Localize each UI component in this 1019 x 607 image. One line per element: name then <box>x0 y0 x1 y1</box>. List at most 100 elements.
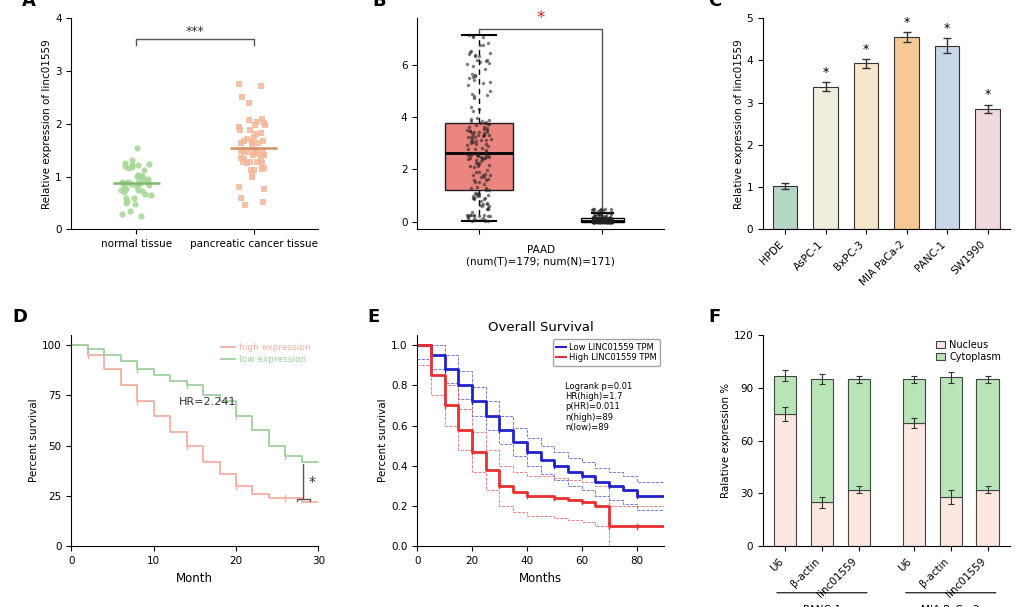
Point <box>466 51 482 61</box>
Point <box>123 162 140 172</box>
Point <box>602 209 619 219</box>
Point <box>243 126 259 135</box>
Point <box>588 209 604 219</box>
Point <box>597 217 613 226</box>
Point <box>464 134 480 144</box>
Point <box>136 174 152 184</box>
Point <box>591 206 607 215</box>
Point <box>594 217 610 226</box>
Point <box>466 132 482 142</box>
Point <box>466 127 482 137</box>
Point <box>589 217 605 226</box>
Text: D: D <box>12 308 28 327</box>
Point <box>593 214 609 223</box>
Point <box>482 78 498 87</box>
Point <box>585 214 601 223</box>
Point <box>480 58 496 68</box>
Point <box>465 194 481 203</box>
Point <box>141 180 157 189</box>
Point <box>470 148 486 157</box>
Point <box>478 175 494 185</box>
Point <box>598 217 614 226</box>
Point <box>236 145 253 155</box>
Point <box>597 213 613 223</box>
Point <box>464 72 480 81</box>
Point <box>600 215 616 225</box>
Point <box>599 217 615 226</box>
Point <box>466 175 482 185</box>
Text: *: * <box>536 9 544 27</box>
high expression <box>279 494 291 501</box>
Point <box>481 49 497 58</box>
Point <box>597 217 613 226</box>
Point <box>462 47 478 57</box>
Bar <box>975 490 998 546</box>
Point <box>586 217 602 226</box>
Point <box>477 118 493 127</box>
Legend: Nucleus, Cytoplasm: Nucleus, Cytoplasm <box>930 336 1004 365</box>
low expression <box>65 342 77 349</box>
Point <box>231 122 248 132</box>
Point <box>465 32 481 42</box>
Point <box>476 169 492 178</box>
Point <box>599 215 615 225</box>
Point <box>474 40 490 50</box>
Point <box>465 61 481 70</box>
Bar <box>934 46 958 229</box>
Point <box>137 189 153 198</box>
Point <box>247 120 263 130</box>
Point <box>254 115 270 124</box>
Point <box>143 190 159 200</box>
Point <box>460 211 476 221</box>
Point <box>473 135 489 145</box>
Point <box>466 214 482 223</box>
Point <box>467 177 483 187</box>
Point <box>467 158 483 168</box>
Point <box>463 116 479 126</box>
Point <box>599 217 615 226</box>
Point <box>585 215 601 225</box>
Point <box>593 215 609 225</box>
Point <box>459 132 475 141</box>
Point <box>255 150 271 160</box>
Point <box>135 186 151 196</box>
Point <box>600 215 616 225</box>
Title: Overall Survival: Overall Survival <box>487 321 593 334</box>
Point <box>478 127 494 137</box>
Point <box>460 215 476 225</box>
Point <box>596 217 612 226</box>
Point <box>599 217 615 226</box>
Point <box>600 214 616 224</box>
Point <box>592 217 608 226</box>
Point <box>248 146 264 155</box>
Point <box>464 137 480 147</box>
Point <box>591 214 607 224</box>
Point <box>133 171 150 180</box>
Point <box>469 151 485 161</box>
X-axis label: Months: Months <box>519 572 561 585</box>
Point <box>462 126 478 135</box>
low expression <box>312 458 324 466</box>
Point <box>584 215 600 225</box>
Legend: Low LINC01559 TPM, High LINC01559 TPM: Low LINC01559 TPM, High LINC01559 TPM <box>552 339 659 365</box>
Point <box>591 215 607 225</box>
Point <box>471 127 487 137</box>
Point <box>590 217 606 226</box>
Point <box>590 209 606 219</box>
Point <box>478 125 494 135</box>
Point <box>589 217 605 226</box>
Point <box>599 214 615 223</box>
low expression <box>263 442 275 449</box>
Point <box>585 217 601 226</box>
high expression <box>180 442 193 449</box>
Point <box>585 217 601 226</box>
Point <box>598 215 614 225</box>
Point <box>585 217 601 226</box>
Point <box>602 208 619 218</box>
Point <box>592 204 608 214</box>
Legend: high expression, low expression: high expression, low expression <box>218 339 314 367</box>
low expression <box>98 351 110 359</box>
Point <box>476 179 492 189</box>
Point <box>593 211 609 220</box>
Point <box>465 210 481 220</box>
